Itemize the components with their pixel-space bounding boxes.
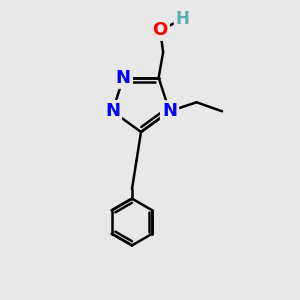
Text: O: O — [152, 21, 168, 39]
Text: N: N — [105, 102, 120, 120]
Text: N: N — [162, 102, 177, 120]
Text: H: H — [176, 10, 190, 28]
Text: N: N — [116, 69, 131, 87]
